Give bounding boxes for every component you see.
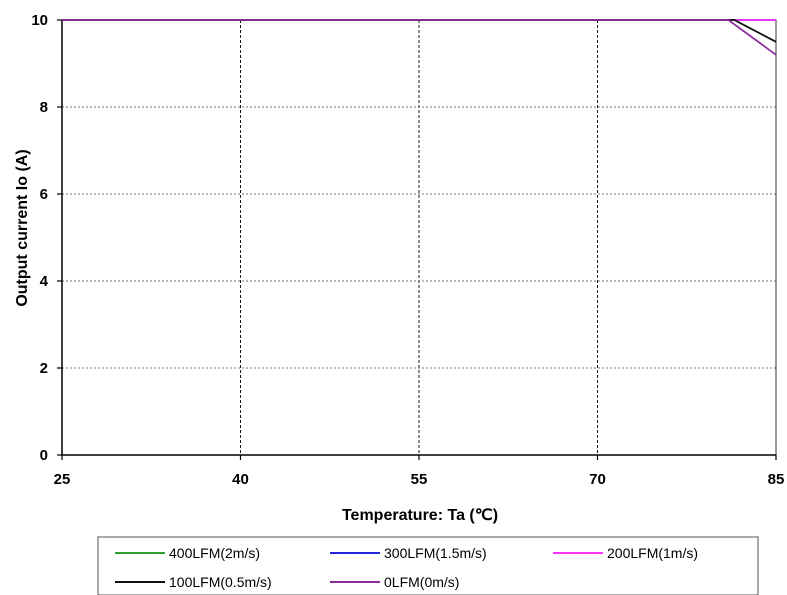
y-tick-label: 10 <box>31 12 48 29</box>
x-tick-label: 70 <box>589 471 606 488</box>
x-tick-label: 40 <box>232 471 249 488</box>
legend-label: 0LFM(0m/s) <box>384 574 459 590</box>
tick-labels: 25 40 55 70 85 0 2 4 6 8 10 <box>31 12 784 488</box>
axes <box>57 19 777 460</box>
series-lines <box>62 19 777 56</box>
legend-box <box>97 536 759 595</box>
y-axis-title: Output current Io (A) <box>14 149 31 306</box>
legend-label: 200LFM(1m/s) <box>607 545 698 561</box>
y-tick-label: 8 <box>40 99 48 116</box>
x-axis-title: Temperature: Ta (℃) <box>342 507 498 524</box>
grid <box>62 20 776 455</box>
y-tick-label: 4 <box>40 273 49 290</box>
legend-label: 400LFM(2m/s) <box>169 545 260 561</box>
legend-label: 100LFM(0.5m/s) <box>169 574 272 590</box>
series-line-5 <box>62 19 777 56</box>
y-tick-label: 0 <box>40 447 48 464</box>
legend-label: 300LFM(1.5m/s) <box>384 545 487 561</box>
y-tick-label: 6 <box>40 186 48 203</box>
x-tick-label: 55 <box>411 471 428 488</box>
y-tick-label: 2 <box>40 360 48 377</box>
x-tick-label: 25 <box>54 471 71 488</box>
x-tick-label: 85 <box>768 471 785 488</box>
legend: 400LFM(2m/s) 300LFM(1.5m/s) 200LFM(1m/s) 10… <box>97 536 759 595</box>
